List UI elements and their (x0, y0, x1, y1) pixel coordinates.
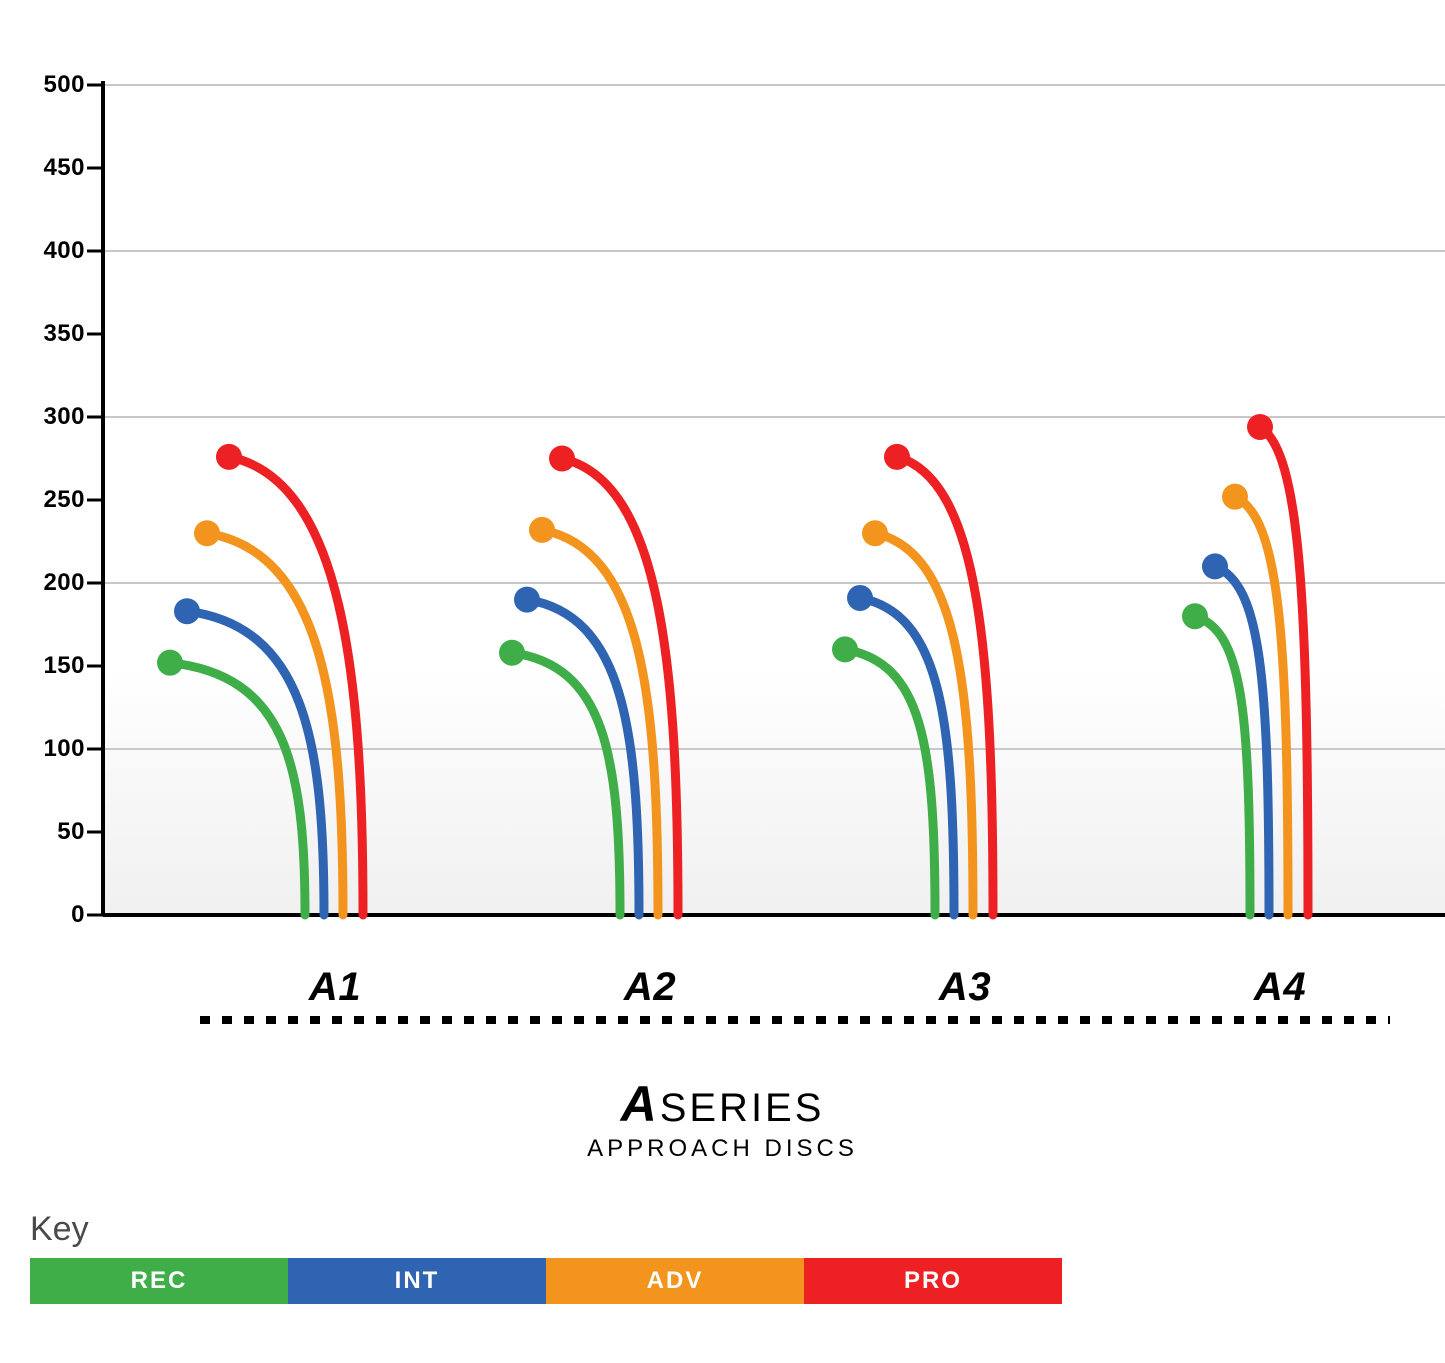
xcat-A2: A2 (624, 965, 676, 1010)
series-title-letter: A (621, 1076, 660, 1132)
key-label: Key (30, 1210, 89, 1249)
ytick-150: 150 (43, 652, 85, 680)
series-subtitle: APPROACH DISCS (587, 1135, 858, 1163)
flight-chart (0, 0, 1445, 1060)
flight-endpoint-A2-int (514, 587, 540, 613)
flight-endpoint-A3-int (847, 585, 873, 611)
xcat-A1: A1 (309, 965, 361, 1010)
flight-endpoint-A4-rec (1182, 603, 1208, 629)
flight-endpoint-A4-int (1202, 553, 1228, 579)
flight-endpoint-A2-pro (549, 446, 575, 472)
legend-rec: REC (30, 1258, 288, 1304)
ytick-200: 200 (43, 569, 85, 597)
ytick-450: 450 (43, 154, 85, 182)
legend-pro: PRO (804, 1258, 1062, 1304)
flight-endpoint-A1-adv (194, 520, 220, 546)
xcat-A3: A3 (939, 965, 991, 1010)
flight-endpoint-A4-adv (1222, 484, 1248, 510)
ytick-350: 350 (43, 320, 85, 348)
ytick-100: 100 (43, 735, 85, 763)
legend-row: RECINTADVPRO (30, 1258, 1062, 1304)
ytick-400: 400 (43, 237, 85, 265)
ytick-250: 250 (43, 486, 85, 514)
flight-endpoint-A3-adv (862, 520, 888, 546)
ytick-300: 300 (43, 403, 85, 431)
flight-endpoint-A3-pro (884, 444, 910, 470)
flight-endpoint-A3-rec (832, 636, 858, 662)
legend-int: INT (288, 1258, 546, 1304)
series-title: ASERIES (621, 1075, 825, 1133)
flight-endpoint-A1-pro (216, 444, 242, 470)
flight-endpoint-A1-rec (157, 650, 183, 676)
ytick-500: 500 (43, 71, 85, 99)
ytick-0: 0 (71, 901, 85, 929)
xcat-A4: A4 (1254, 965, 1306, 1010)
page-root: 050100150200250300350400450500 A1A2A3A4 … (0, 0, 1445, 1363)
series-title-word: SERIES (660, 1086, 825, 1130)
flight-endpoint-A4-pro (1247, 414, 1273, 440)
flight-endpoint-A1-int (174, 598, 200, 624)
flight-endpoint-A2-adv (529, 517, 555, 543)
legend-adv: ADV (546, 1258, 804, 1304)
ytick-50: 50 (57, 818, 85, 846)
flight-endpoint-A2-rec (499, 640, 525, 666)
